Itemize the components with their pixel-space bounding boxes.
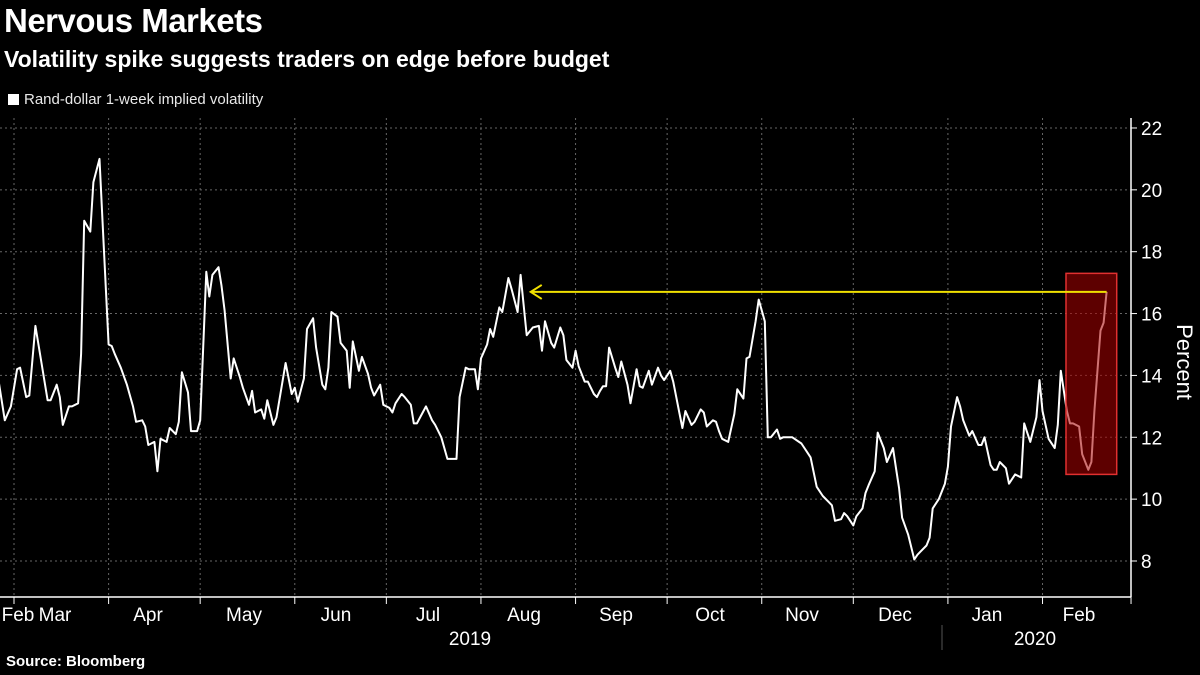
x-tick-label: Feb xyxy=(2,605,35,626)
legend-label: Rand-dollar 1-week implied volatility xyxy=(24,91,264,108)
y-tick-label: 8 xyxy=(1141,552,1152,573)
x-tick-label: May xyxy=(226,605,262,626)
y-tick-label: 12 xyxy=(1141,428,1162,449)
axes xyxy=(0,118,1137,650)
x-tick-label: Jul xyxy=(416,605,440,626)
chart-subtitle: Volatility spike suggests traders on edg… xyxy=(4,46,610,72)
x-tick-label: Mar xyxy=(39,605,72,626)
legend-swatch xyxy=(8,94,19,105)
legend: Rand-dollar 1-week implied volatility xyxy=(8,91,263,108)
x-tick-label: Nov xyxy=(785,605,819,626)
grid xyxy=(0,118,1131,597)
x-tick-label: Dec xyxy=(878,605,912,626)
highlight-box xyxy=(1065,272,1118,476)
x-tick-label: Jun xyxy=(321,605,352,626)
arrow-head-icon xyxy=(528,284,543,300)
x-tick-label: Jan xyxy=(972,605,1003,626)
y-axis-label: Percent xyxy=(1172,324,1197,400)
y-tick-label: 14 xyxy=(1141,366,1163,387)
chart-title: Nervous Markets xyxy=(4,2,263,39)
x-tick-label: Oct xyxy=(695,605,725,626)
x-tick-label: Apr xyxy=(133,605,163,626)
y-tick-label: 22 xyxy=(1141,119,1162,140)
y-tick-label: 16 xyxy=(1141,305,1162,326)
y-tick-label: 20 xyxy=(1141,181,1162,202)
x-tick-label: Aug xyxy=(507,605,541,626)
y-tick-label: 10 xyxy=(1141,490,1162,511)
x-tick-label: Feb xyxy=(1063,605,1096,626)
x-year-label: 2019 xyxy=(449,629,491,650)
x-year-label: 2020 xyxy=(1014,629,1056,650)
y-tick-label: 18 xyxy=(1141,243,1162,264)
source-note: Source: Bloomberg xyxy=(6,653,146,670)
yellow-arrow-annotation xyxy=(528,284,1107,300)
series-line-implied-volatility xyxy=(0,157,1108,561)
x-tick-label: Sep xyxy=(599,605,633,626)
